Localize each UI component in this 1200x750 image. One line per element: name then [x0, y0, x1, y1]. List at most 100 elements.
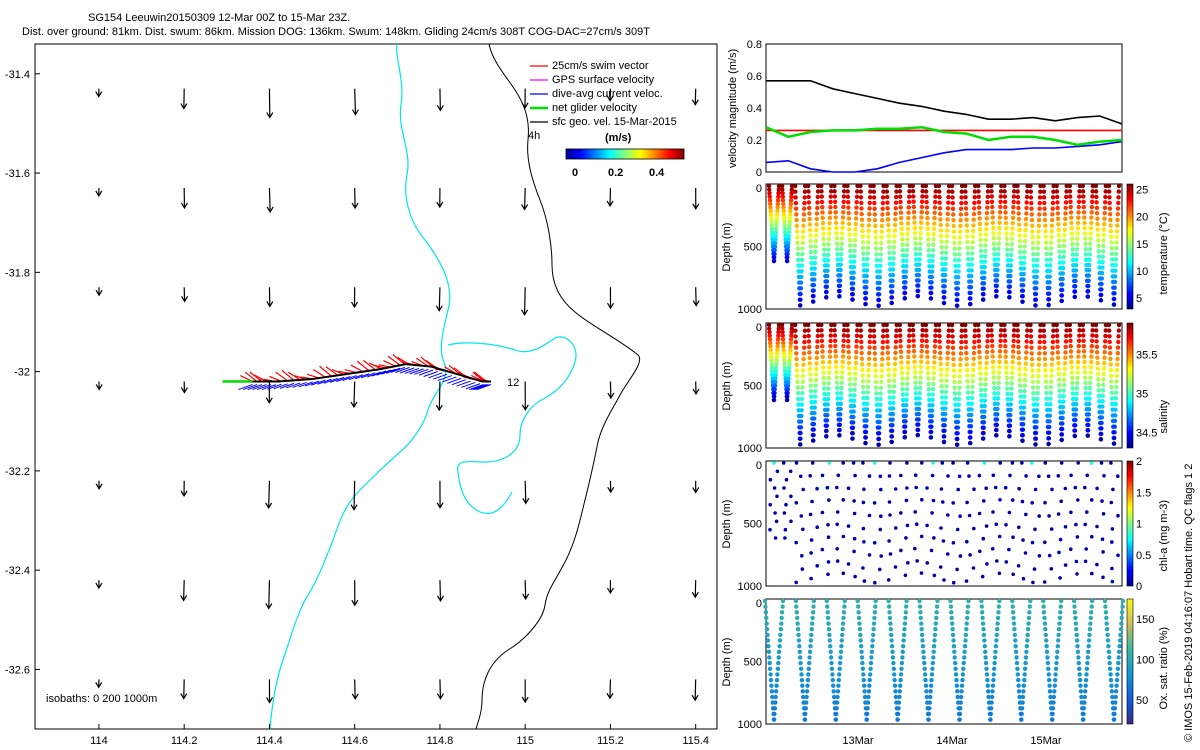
profile-point — [1108, 223, 1113, 228]
profile-point — [782, 365, 788, 371]
profile-point — [1063, 211, 1068, 216]
profile-point — [772, 251, 777, 257]
profile-point — [1088, 370, 1093, 375]
profile-point — [985, 200, 990, 205]
profile-point — [1081, 194, 1086, 199]
profile-point — [925, 561, 930, 565]
map-axes-frame — [34, 43, 718, 730]
profile-point — [964, 362, 969, 367]
profile-point — [906, 199, 912, 205]
profile-point — [876, 297, 882, 303]
profile-point — [821, 365, 826, 370]
profile-point — [912, 215, 917, 220]
profile-point — [1010, 220, 1015, 226]
profile-point — [952, 240, 957, 246]
profile-point — [1061, 393, 1066, 399]
profile-point — [1109, 390, 1115, 395]
profile-point — [969, 407, 974, 412]
profile-point — [1062, 222, 1068, 227]
profile-point — [1057, 388, 1062, 393]
swim-vector — [281, 369, 295, 381]
profile-point — [878, 263, 883, 268]
profile-point — [801, 351, 807, 356]
profile-point — [871, 189, 877, 194]
profile-point — [852, 254, 857, 259]
profile-point — [1114, 368, 1120, 373]
profile-point — [784, 502, 788, 507]
profile-point — [775, 198, 781, 203]
profile-point — [929, 419, 934, 424]
dac-vector — [371, 370, 387, 377]
profile-point — [825, 604, 830, 609]
profile-point — [1010, 498, 1015, 502]
profile-point — [1046, 666, 1051, 671]
profile-point — [920, 322, 925, 328]
profile-point — [959, 339, 964, 345]
profile-point — [983, 232, 989, 237]
profile-point — [929, 413, 935, 419]
profile-point — [819, 328, 824, 333]
profile-point — [931, 498, 936, 503]
profile-point — [914, 485, 918, 490]
profile-point — [958, 706, 963, 711]
profile-point — [833, 215, 838, 220]
profile-point — [1044, 251, 1049, 257]
profile-point — [1102, 598, 1108, 604]
profile-point — [982, 275, 987, 281]
profile-point — [931, 237, 936, 242]
profile-point — [815, 344, 820, 350]
profile-point — [1098, 298, 1104, 303]
profile-point — [822, 391, 827, 397]
profile-point — [910, 189, 916, 194]
profile-point — [1047, 677, 1052, 683]
profile-point — [933, 328, 938, 333]
profile-point — [1102, 473, 1106, 478]
depth-colorbar — [1126, 460, 1134, 587]
profile-point — [958, 223, 963, 229]
profile-point — [927, 700, 932, 705]
profile-point — [1074, 263, 1079, 268]
profile-point — [831, 683, 836, 688]
profile-point — [825, 615, 831, 621]
profile-point — [1108, 373, 1114, 378]
profile-point — [1113, 689, 1119, 694]
profile-point — [976, 189, 981, 194]
profile-point — [917, 262, 922, 267]
profile-point — [840, 215, 846, 220]
profile-point — [807, 366, 813, 372]
profile-point — [1007, 428, 1012, 434]
profile-point — [806, 200, 812, 205]
profile-point — [798, 660, 803, 666]
profile-point — [833, 220, 839, 225]
profile-point — [968, 279, 974, 284]
profile-point — [976, 339, 982, 344]
profile-point — [841, 199, 846, 204]
profile-point — [1017, 366, 1022, 372]
profile-point — [955, 694, 960, 700]
profile-point — [891, 261, 896, 267]
profile-point — [864, 285, 869, 290]
profile-point — [938, 361, 943, 367]
profile-point — [951, 212, 956, 217]
profile-point — [861, 245, 866, 251]
profile-point — [1101, 550, 1105, 554]
profile-point — [1004, 381, 1010, 386]
profile-point — [1102, 360, 1107, 366]
profile-point — [932, 632, 938, 638]
profile-point — [864, 412, 869, 418]
profile-point — [1030, 229, 1035, 234]
profile-point — [921, 649, 926, 654]
profile-point — [854, 210, 859, 216]
profile-point — [904, 536, 908, 540]
profile-point — [994, 433, 999, 438]
profile-point — [783, 527, 788, 532]
dac-vector — [432, 373, 448, 380]
profile-point — [1119, 610, 1125, 615]
profile-point — [923, 322, 929, 328]
depth-axes-frame — [765, 598, 1123, 725]
profile-point — [1096, 388, 1102, 393]
profile-point — [890, 411, 896, 417]
profile-point — [903, 610, 908, 615]
profile-point — [813, 372, 819, 377]
swim-vector — [363, 360, 376, 371]
